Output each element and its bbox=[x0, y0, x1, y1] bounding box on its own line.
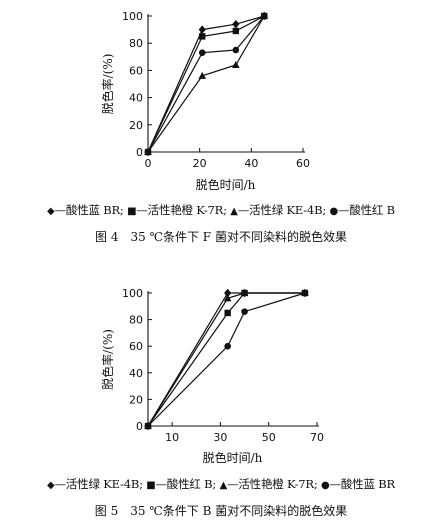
legend-separator: — bbox=[338, 203, 350, 217]
y-tick-label: 20 bbox=[129, 393, 143, 406]
x-tick-label: 30 bbox=[213, 431, 227, 444]
legend-delimiter: ; bbox=[223, 203, 227, 217]
circle-marker-icon: ● bbox=[321, 480, 330, 491]
x-tick-label: 0 bbox=[145, 157, 152, 170]
data-point bbox=[232, 19, 240, 29]
chart-4-caption: 图 4 35 ℃条件下 F 菌对不同染料的脱色效果 bbox=[95, 230, 347, 244]
legend-label: 酸性红 B bbox=[166, 477, 213, 491]
legend-separator: — bbox=[237, 203, 250, 217]
square-marker-icon: ■ bbox=[146, 480, 156, 491]
triangle-marker-icon: ▲ bbox=[230, 206, 238, 217]
legend-delimiter: ; bbox=[313, 477, 318, 491]
data-point bbox=[224, 309, 231, 317]
legend-item-acid-blue-br: ◆—酸性蓝 BR; bbox=[47, 203, 124, 217]
data-point bbox=[223, 294, 232, 302]
data-point bbox=[232, 46, 240, 54]
legend-separator: — bbox=[155, 477, 167, 491]
series-line bbox=[147, 15, 265, 153]
x-tick-label: 10 bbox=[165, 431, 179, 444]
legend-separator: — bbox=[54, 477, 67, 491]
y-tick-label: 80 bbox=[129, 314, 143, 327]
legend-separator: — bbox=[54, 203, 67, 217]
data-point bbox=[144, 148, 152, 156]
legend-label: 活性艳橙 K-7R bbox=[147, 203, 224, 217]
data-point bbox=[232, 60, 240, 68]
series-line bbox=[147, 15, 265, 153]
y-tick-label: 40 bbox=[129, 92, 143, 105]
legend-item-reactive-orange: ■—活性艳橙 K-7R; bbox=[127, 203, 227, 217]
data-point bbox=[198, 49, 206, 57]
y-tick-label: 0 bbox=[136, 146, 143, 159]
legend-label: 酸性蓝 BR bbox=[340, 477, 395, 491]
legend-delimiter: ; bbox=[139, 477, 143, 491]
y-tick-label: 20 bbox=[129, 119, 143, 132]
legend-item-reactive-orange: ▲—活性艳橙 K-7R; bbox=[220, 477, 318, 491]
y-tick-label: 100 bbox=[122, 10, 143, 23]
series-line bbox=[147, 15, 265, 153]
diamond-marker-icon: ◆ bbox=[47, 206, 55, 217]
chart-5-caption: 图 5 35 ℃条件下 B 菌对不同染料的脱色效果 bbox=[94, 504, 348, 518]
square-marker-icon: ■ bbox=[127, 206, 137, 217]
data-point bbox=[224, 342, 231, 350]
x-axis-title: 脱色时间/h bbox=[196, 177, 256, 192]
series-2 bbox=[144, 289, 309, 430]
series-line bbox=[147, 292, 305, 427]
x-tick-label: 50 bbox=[262, 431, 276, 444]
chart-4: 0 20 40 60 80 100 0 20 40 60 脱色时间/h 脱色率/(%) bbox=[100, 10, 310, 192]
series-4 bbox=[144, 289, 309, 430]
data-point bbox=[144, 422, 152, 430]
data-point bbox=[240, 289, 249, 296]
x-tick-label: 20 bbox=[193, 157, 207, 170]
chart-4-legend: ◆—酸性蓝 BR; ■—活性艳橙 K-7R; ▲—活性绿 KE-4B; ●—酸性… bbox=[0, 202, 442, 218]
x-tick-label: 70 bbox=[310, 431, 324, 444]
data-point bbox=[260, 12, 268, 20]
data-point bbox=[224, 288, 232, 298]
chart-5: 0 20 40 60 80 100 10 30 50 70 脱色时间/h 脱色率/(%) bbox=[100, 287, 324, 465]
legend-delimiter: ; bbox=[119, 203, 124, 217]
x-tick-label: 60 bbox=[296, 157, 310, 170]
diamond-marker-icon: ◆ bbox=[47, 480, 55, 491]
legend-item-reactive-green: ▲—活性绿 KE-4B; bbox=[230, 203, 326, 217]
triangle-marker-icon: ▲ bbox=[219, 480, 228, 491]
legend-delimiter: ; bbox=[322, 203, 327, 217]
legend-item-acid-red-b: ●—酸性红 B bbox=[329, 203, 395, 217]
y-tick-label: 60 bbox=[129, 64, 143, 77]
circle-marker-icon: ● bbox=[329, 206, 339, 217]
series-4 bbox=[144, 12, 268, 156]
series-line bbox=[147, 292, 306, 427]
y-tick-label: 40 bbox=[129, 367, 143, 380]
y-tick-label: 60 bbox=[129, 340, 143, 353]
data-point bbox=[198, 71, 207, 79]
legend-label: 活性绿 KE-4B bbox=[249, 203, 323, 217]
data-point bbox=[199, 33, 206, 40]
y-axis-title: 脱色率/(%) bbox=[100, 54, 115, 115]
x-axis-title: 脱色时间/h bbox=[203, 450, 263, 465]
legend-delimiter: ; bbox=[212, 477, 217, 491]
data-point bbox=[232, 27, 240, 35]
data-point bbox=[301, 289, 309, 297]
data-point bbox=[241, 308, 248, 315]
series-line bbox=[147, 15, 265, 153]
x-tick-label: 40 bbox=[244, 157, 258, 170]
y-tick-label: 100 bbox=[122, 287, 143, 300]
legend-separator: — bbox=[227, 477, 239, 491]
y-tick-label: 0 bbox=[136, 420, 143, 433]
legend-item-acid-red-b: ■—酸性红 B; bbox=[146, 477, 216, 491]
legend-item-reactive-green: ◆—活性绿 KE-4B; bbox=[47, 477, 143, 491]
legend-item-acid-blue-br: ●—酸性蓝 BR bbox=[321, 477, 395, 491]
chart-5-legend: ◆—活性绿 KE-4B; ■—酸性红 B; ▲—活性艳橙 K-7R; ●—酸性蓝… bbox=[0, 476, 442, 492]
legend-label: 活性绿 KE-4B bbox=[65, 477, 140, 491]
legend-separator: — bbox=[329, 477, 342, 491]
y-axis-title: 脱色率/(%) bbox=[100, 329, 115, 390]
legend-label: 活性艳橙 K-7R bbox=[238, 477, 314, 491]
legend-label: 酸性红 B bbox=[349, 203, 395, 217]
y-tick-label: 80 bbox=[129, 37, 143, 50]
data-point bbox=[198, 25, 206, 34]
legend-separator: — bbox=[136, 203, 148, 217]
legend-label: 酸性蓝 BR bbox=[65, 203, 120, 217]
